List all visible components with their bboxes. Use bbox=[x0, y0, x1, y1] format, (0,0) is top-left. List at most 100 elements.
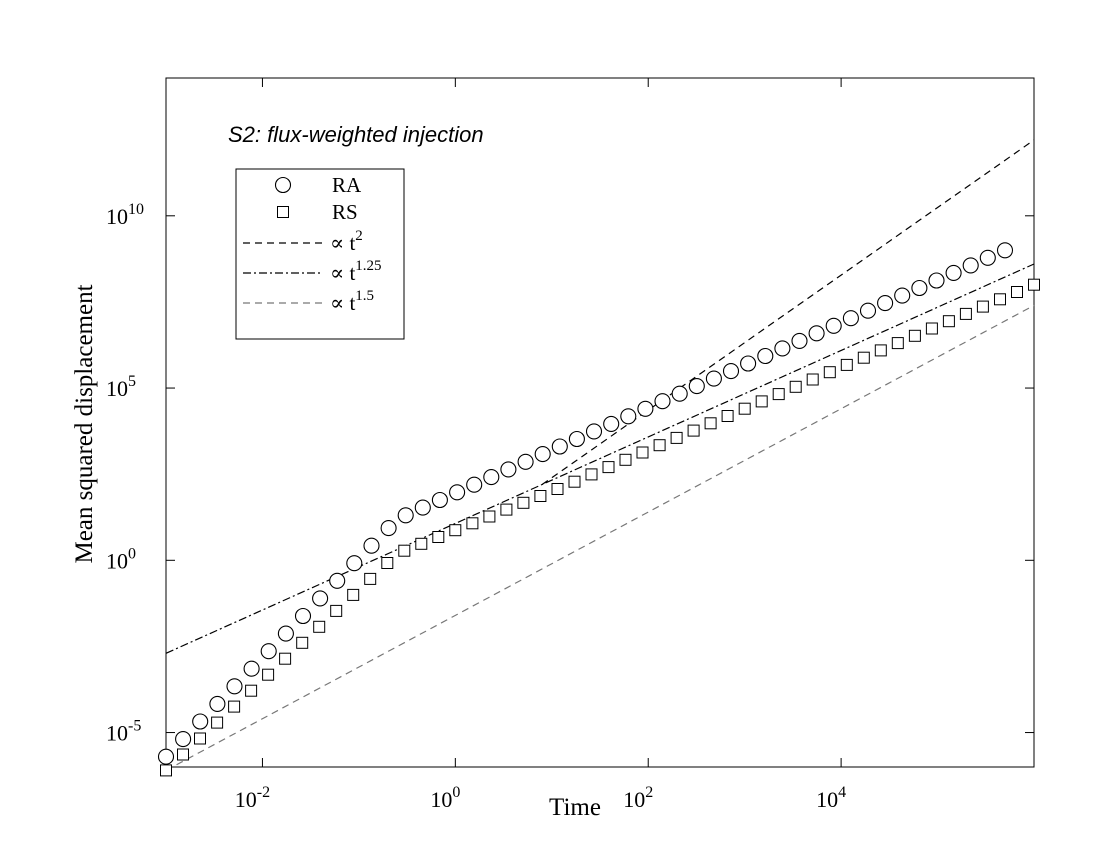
ra-point bbox=[260, 643, 277, 660]
series-markers bbox=[157, 242, 1040, 777]
rs-point bbox=[483, 510, 496, 523]
x-tick-labels: 10-2 100 102 104 bbox=[235, 784, 846, 812]
ra-point bbox=[928, 272, 945, 289]
ra-point bbox=[757, 347, 774, 365]
rs-point bbox=[262, 668, 275, 681]
ra-point bbox=[380, 520, 397, 537]
rs-point bbox=[228, 700, 241, 713]
ra-point bbox=[431, 491, 448, 509]
legend-label: RS bbox=[332, 200, 358, 224]
annotation-text: S2: flux-weighted injection bbox=[228, 122, 484, 147]
y-tick-labels: 10-5 100 105 1010 bbox=[106, 201, 144, 746]
series-line-t-1-25 bbox=[165, 263, 1035, 654]
rs-point bbox=[381, 557, 394, 569]
ra-point bbox=[175, 731, 192, 748]
ra-point bbox=[157, 748, 175, 765]
rs-point bbox=[908, 329, 921, 342]
ra-point bbox=[534, 446, 551, 463]
legend-symbol bbox=[277, 206, 289, 218]
series-lines bbox=[165, 139, 1035, 771]
y-axis-title: Mean squared displacement bbox=[71, 284, 98, 563]
ra-point bbox=[774, 340, 791, 357]
ra-point bbox=[483, 469, 500, 486]
rs-point bbox=[721, 410, 734, 422]
ra-point bbox=[842, 310, 859, 327]
ra-point bbox=[329, 572, 346, 589]
axis-ticks bbox=[166, 78, 1034, 767]
x-tick-label: 104 bbox=[816, 784, 846, 812]
ra-point bbox=[979, 249, 996, 266]
rs-point bbox=[177, 748, 189, 761]
x-tick-label: 100 bbox=[430, 784, 460, 812]
ra-point bbox=[808, 325, 825, 342]
legend-box bbox=[235, 168, 405, 340]
rs-point bbox=[245, 684, 258, 697]
y-tick-label: 10-5 bbox=[106, 718, 141, 746]
y-tick-label: 105 bbox=[106, 373, 136, 401]
rs-point bbox=[942, 315, 955, 328]
rs-point bbox=[636, 446, 649, 459]
rs-point bbox=[551, 483, 564, 495]
rs-point bbox=[976, 300, 989, 313]
rs-point bbox=[517, 496, 530, 509]
rs-point bbox=[347, 588, 360, 601]
rs-point bbox=[534, 490, 547, 502]
x-axis-title: Time bbox=[549, 794, 601, 821]
legend-label: RA bbox=[332, 173, 362, 197]
rs-point bbox=[296, 636, 309, 649]
x-tick-label: 102 bbox=[623, 784, 653, 812]
rs-point bbox=[670, 431, 683, 444]
ra-point bbox=[962, 257, 979, 274]
rs-point bbox=[687, 424, 700, 437]
ra-point bbox=[277, 625, 294, 642]
rs-point bbox=[653, 439, 666, 452]
series-line-t-1-5 bbox=[165, 304, 1035, 771]
rs-point bbox=[466, 517, 479, 530]
plot-frame bbox=[165, 77, 1035, 768]
series-line-t-2 bbox=[541, 139, 1035, 485]
y-tick-label: 100 bbox=[106, 545, 136, 573]
legend-items: RA RS ∝ t2 ∝ t1.25 ∝ t1.5 bbox=[243, 173, 382, 315]
ra-point bbox=[414, 499, 431, 516]
ra-point bbox=[466, 476, 483, 493]
ra-point bbox=[243, 660, 260, 677]
ra-point bbox=[500, 461, 517, 478]
ra-point bbox=[363, 537, 380, 554]
rs-point bbox=[755, 395, 768, 408]
rs-point bbox=[194, 732, 206, 745]
ra-point bbox=[688, 378, 705, 395]
rs-point bbox=[891, 337, 904, 350]
rs-point bbox=[806, 373, 819, 386]
rs-point bbox=[619, 453, 632, 466]
rs-point bbox=[330, 604, 343, 617]
rs-point bbox=[602, 461, 615, 474]
ra-point bbox=[312, 590, 329, 607]
ra-point bbox=[517, 453, 534, 470]
rs-point bbox=[840, 358, 853, 371]
ra-point bbox=[996, 242, 1014, 259]
rs-point bbox=[160, 764, 172, 777]
rs-point bbox=[500, 503, 513, 516]
ra-point bbox=[397, 507, 414, 524]
ra-point bbox=[671, 385, 688, 402]
ra-point bbox=[585, 423, 603, 440]
legend-label: ∝ t1.25 bbox=[330, 258, 382, 285]
ra-point bbox=[192, 713, 209, 730]
rs-point bbox=[823, 366, 836, 379]
rs-point bbox=[925, 322, 938, 335]
rs-point bbox=[1011, 286, 1023, 298]
ra-point bbox=[637, 400, 654, 417]
ra-point bbox=[226, 678, 243, 695]
rs-point bbox=[959, 307, 972, 320]
ra-point bbox=[603, 415, 620, 432]
ra-point bbox=[620, 408, 637, 425]
legend-label: ∝ t1.5 bbox=[330, 288, 374, 315]
rs-point bbox=[789, 380, 802, 393]
ra-point bbox=[859, 302, 877, 319]
ra-point bbox=[945, 264, 962, 281]
y-tick-label: 1010 bbox=[106, 201, 144, 229]
ra-point bbox=[705, 370, 722, 387]
rs-point bbox=[994, 293, 1006, 306]
ra-point bbox=[551, 438, 568, 455]
